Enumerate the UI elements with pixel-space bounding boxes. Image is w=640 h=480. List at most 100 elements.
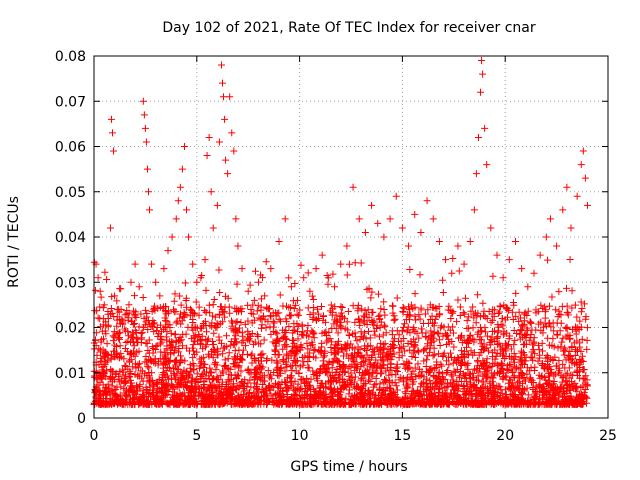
data-point	[185, 233, 193, 241]
data-point-cloud	[367, 294, 375, 302]
data-point	[581, 174, 589, 182]
data-point-cloud	[411, 312, 419, 320]
data-point-cloud	[129, 320, 137, 328]
data-point	[226, 93, 234, 101]
data-point-cloud	[411, 290, 419, 298]
data-point-cloud	[408, 387, 416, 395]
data-point-cloud	[505, 306, 513, 314]
data-point	[505, 256, 513, 264]
data-point	[483, 161, 491, 169]
data-point-cloud	[257, 324, 265, 332]
data-point	[481, 124, 489, 132]
data-point	[111, 292, 119, 300]
data-point	[234, 242, 242, 250]
data-point-cloud	[382, 367, 390, 375]
data-point-cloud	[313, 305, 321, 313]
data-point-cloud	[189, 341, 197, 349]
data-point	[219, 79, 226, 87]
data-point-cloud	[360, 380, 368, 388]
data-point	[417, 228, 425, 236]
data-point-cloud	[439, 288, 447, 296]
data-point-cloud	[199, 370, 207, 378]
data-point-cloud	[286, 312, 294, 320]
data-point-cloud	[318, 339, 326, 347]
data-point-cloud	[479, 312, 487, 320]
data-point-cloud	[253, 307, 261, 315]
data-point-cloud	[193, 348, 201, 356]
data-point-cloud	[430, 328, 438, 336]
data-point	[477, 88, 485, 96]
data-point-cloud	[258, 373, 266, 381]
data-point	[141, 124, 149, 132]
data-point-cloud	[189, 354, 197, 362]
data-point-cloud	[395, 331, 403, 339]
data-point-cloud	[267, 330, 275, 338]
data-point-cloud	[479, 299, 487, 307]
data-point-cloud	[476, 368, 484, 376]
data-point-cloud	[458, 347, 466, 355]
data-point-cloud	[436, 341, 444, 349]
data-point-cloud	[583, 345, 591, 353]
data-point-cloud	[219, 344, 227, 352]
data-point	[193, 278, 201, 286]
data-point-cloud	[435, 330, 443, 338]
y-tick-label: 0.05	[55, 185, 86, 201]
data-point-cloud	[294, 335, 302, 343]
data-point-cloud	[221, 303, 229, 311]
data-point-cloud	[249, 340, 257, 348]
data-point	[368, 201, 376, 209]
data-point-cloud	[415, 334, 423, 342]
data-point-cloud	[340, 369, 348, 377]
data-point	[380, 233, 388, 241]
data-point-cloud	[262, 324, 270, 332]
data-point-cloud	[465, 313, 473, 321]
data-point	[472, 170, 480, 178]
data-point-cloud	[576, 343, 584, 351]
data-point-cloud	[400, 342, 408, 350]
data-point	[106, 224, 114, 232]
data-point-cloud	[568, 304, 576, 312]
data-point	[109, 129, 117, 137]
data-point	[180, 143, 188, 150]
data-point	[261, 292, 269, 300]
data-point-cloud	[406, 346, 414, 354]
data-point-cloud	[163, 317, 171, 325]
data-point-cloud	[181, 279, 189, 287]
x-tick-label: 0	[90, 428, 99, 444]
data-point	[411, 210, 419, 218]
data-point-cloud	[275, 315, 283, 323]
data-point-cloud	[148, 343, 156, 351]
data-point	[142, 138, 150, 146]
data-point-cloud	[166, 324, 174, 332]
data-point	[131, 260, 139, 268]
data-point-cloud	[355, 315, 363, 323]
data-point-cloud	[103, 275, 111, 283]
data-point-cloud	[503, 366, 511, 374]
data-point-cloud	[94, 314, 102, 322]
data-point-cloud	[534, 357, 542, 365]
data-point	[143, 165, 151, 173]
data-point	[224, 170, 232, 178]
data-point-cloud	[177, 358, 185, 366]
data-point-cloud	[401, 388, 409, 396]
data-point	[156, 292, 164, 300]
data-point	[139, 97, 147, 105]
data-point-cloud	[508, 308, 516, 316]
data-point	[392, 192, 400, 200]
data-point	[228, 129, 236, 137]
data-point	[579, 147, 587, 155]
data-point-cloud	[104, 322, 112, 330]
y-tick-label: 0	[77, 411, 86, 427]
data-point-cloud	[558, 378, 566, 386]
data-point-cloud	[399, 308, 407, 316]
data-point	[94, 274, 102, 282]
data-point-cloud	[344, 307, 352, 315]
data-point	[546, 215, 554, 223]
data-point-cloud	[557, 343, 565, 351]
data-point	[386, 215, 394, 223]
data-point-cloud	[357, 259, 365, 267]
data-point	[168, 233, 176, 241]
data-point-cloud	[247, 383, 255, 391]
data-point-cloud	[351, 318, 359, 326]
